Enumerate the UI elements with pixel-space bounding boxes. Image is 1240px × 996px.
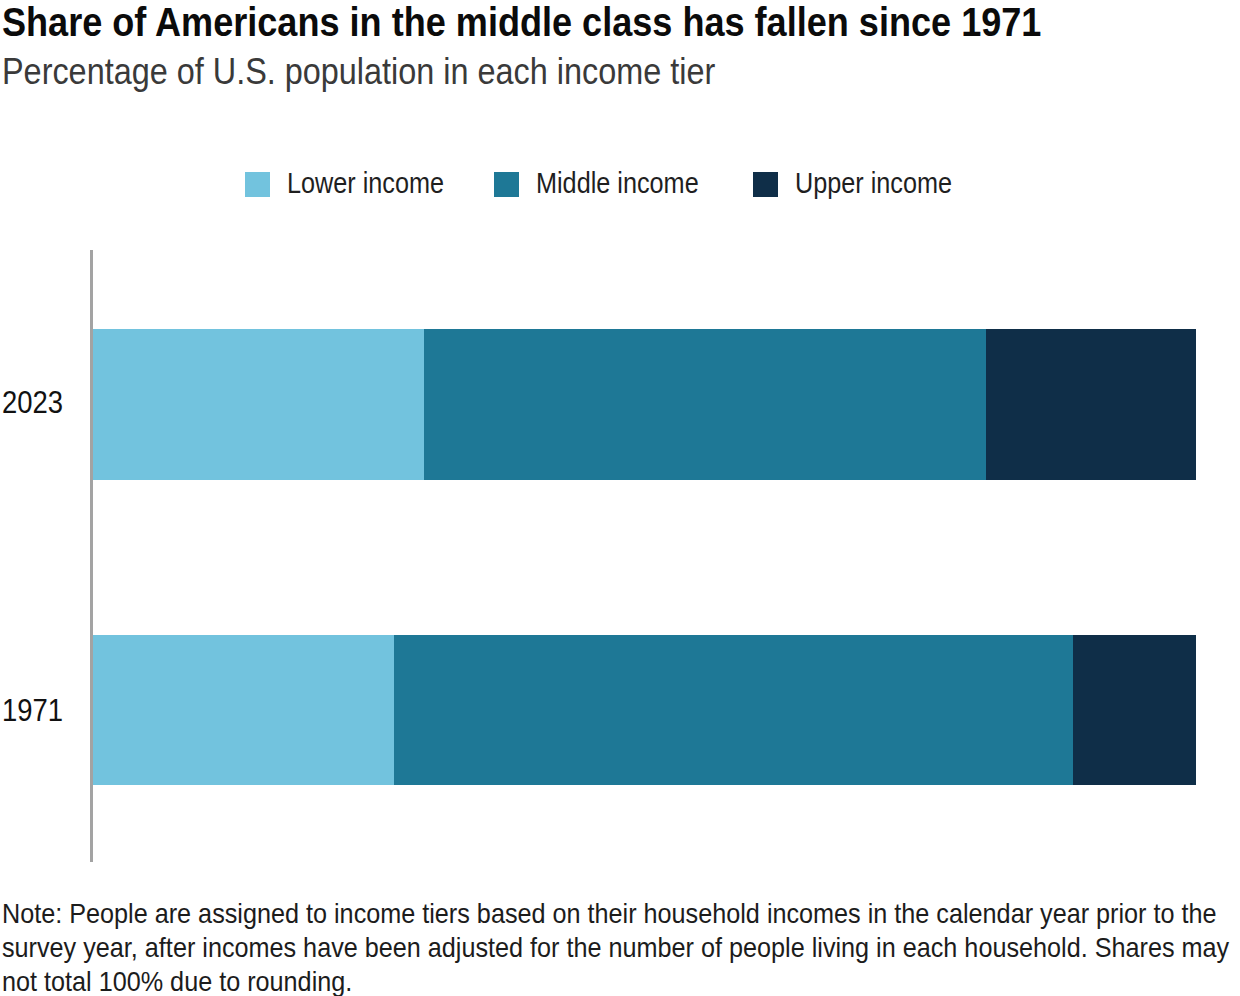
legend-swatch — [245, 172, 270, 197]
legend-label: Upper income — [795, 169, 952, 198]
legend-swatch — [753, 172, 778, 197]
stacked-bar — [93, 635, 1196, 785]
bar-segment — [93, 329, 424, 480]
legend-label: Middle income — [536, 169, 699, 198]
chart-subtitle: Percentage of U.S. population in each in… — [2, 52, 715, 92]
bar-segment — [424, 329, 987, 480]
chart-page: Share of Americans in the middle class h… — [0, 0, 1240, 996]
category-label: 1971 — [2, 695, 63, 726]
bar-segment — [394, 635, 1074, 785]
chart-title: Share of Americans in the middle class h… — [2, 2, 1041, 43]
legend-label: Lower income — [287, 169, 444, 198]
note-text: Note: People are assigned to income tier… — [2, 897, 1235, 996]
bar-segment — [93, 635, 394, 785]
category-label: 2023 — [2, 387, 63, 418]
bar-segment — [1073, 635, 1196, 785]
bar-segment — [986, 329, 1196, 480]
legend-swatch — [494, 172, 519, 197]
stacked-bar — [93, 329, 1196, 480]
